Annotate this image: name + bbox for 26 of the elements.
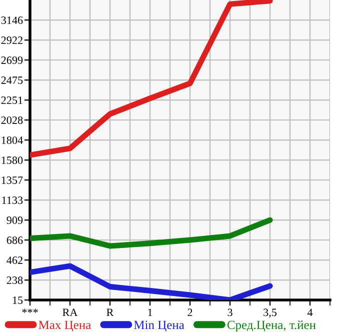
- legend-label: Min Цена: [134, 320, 184, 332]
- y-tick-label: 3146: [1, 16, 23, 24]
- y-tick-label: 238: [6, 276, 23, 284]
- y-tick-label: 2699: [1, 56, 23, 64]
- y-tick-label: 2028: [1, 116, 23, 124]
- y-tick-label: 909: [6, 216, 23, 224]
- y-tick-label: 15: [12, 296, 23, 304]
- x-tick-label: 3: [228, 308, 232, 316]
- y-tick-label: 686: [6, 236, 23, 244]
- x-tick-label: 4: [307, 308, 313, 316]
- y-tick-label: 1580: [2, 156, 23, 164]
- y-tick-label: 1357: [2, 176, 23, 184]
- y-tick-label: 1804: [2, 136, 23, 144]
- legend-label: Max Цена: [38, 320, 91, 332]
- y-tick-label: 2475: [1, 76, 23, 84]
- y-tick-label: 1133: [2, 196, 23, 204]
- x-tick-label: 2: [188, 308, 192, 316]
- x-tick-label: R: [106, 308, 114, 316]
- y-tick-label: 2251: [1, 96, 22, 104]
- legend-label: Сред.Цена, т.йен: [227, 320, 316, 332]
- x-tick-label: RA: [62, 308, 78, 316]
- y-tick-label: 462: [6, 256, 22, 264]
- x-tick-label: 3,5: [264, 308, 277, 318]
- x-tick-label: ***: [22, 308, 38, 313]
- y-tick-label: 2922: [1, 36, 22, 44]
- x-tick-label: 1: [148, 308, 152, 316]
